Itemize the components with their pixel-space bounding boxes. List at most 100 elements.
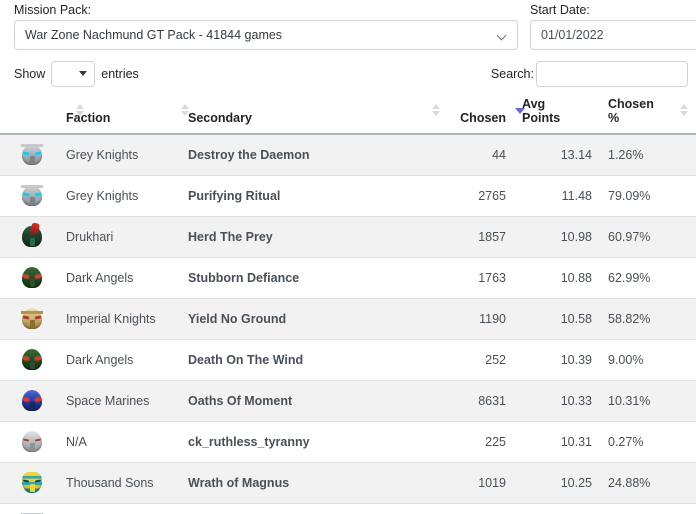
column-header-chosen-pct-label-line2: % xyxy=(608,111,620,125)
column-header-secondary-label: Secondary xyxy=(188,111,252,125)
faction-icon-cell xyxy=(0,503,58,514)
faction-helmet-icon xyxy=(20,430,44,454)
secondaries-table-scroll[interactable]: Faction Secondary Chosen xyxy=(0,92,696,514)
avg-points-cell: 10.33 xyxy=(514,380,600,422)
mission-pack-selected-value: War Zone Nachmund GT Pack - 41844 games xyxy=(25,28,283,42)
table-row[interactable]: Dark Angels Death On The Wind 252 10.39 9.00… xyxy=(0,339,696,381)
secondary-name-cell: ck_ruthless_tyranny xyxy=(180,421,418,463)
faction-name-cell: Dark Angels xyxy=(58,257,180,299)
column-header-faction[interactable]: Faction xyxy=(58,92,180,135)
chosen-count-cell: 1763 xyxy=(418,257,514,299)
faction-icon-cell xyxy=(0,257,58,299)
sort-both-icon xyxy=(680,104,688,117)
avg-points-cell: 10.31 xyxy=(514,421,600,463)
chosen-percent-cell: 79.09% xyxy=(600,175,696,217)
column-header-chosen-pct-label-line1: Chosen xyxy=(608,97,654,111)
chosen-count-cell: 1857 xyxy=(418,216,514,258)
chosen-count-cell: 1190 xyxy=(418,298,514,340)
faction-helmet-icon xyxy=(20,471,44,495)
avg-points-cell: 10.88 xyxy=(514,257,600,299)
mission-pack-select[interactable]: War Zone Nachmund GT Pack - 41844 games xyxy=(14,20,518,50)
show-entries-suffix-label: entries xyxy=(101,67,139,81)
table-row[interactable]: N/A ck_ruthless_tyranny 225 10.31 0.27% xyxy=(0,421,696,463)
faction-icon-cell xyxy=(0,134,58,176)
chosen-percent-cell: 60.97% xyxy=(600,216,696,258)
secondary-name-cell: Destroy the Daemon xyxy=(180,134,418,176)
chosen-count-cell: 44 xyxy=(418,134,514,176)
faction-name-cell: Imperial Knights xyxy=(58,298,180,340)
chosen-count-cell: 225 xyxy=(418,421,514,463)
chosen-percent-cell: 1.26% xyxy=(600,134,696,176)
column-header-icon xyxy=(0,92,58,135)
avg-points-cell: 10.25 xyxy=(514,462,600,504)
faction-helmet-icon xyxy=(20,221,44,249)
faction-icon-cell xyxy=(0,339,58,381)
column-header-avg-points-label-line1: Avg xyxy=(522,97,546,111)
entries-per-page-select[interactable] xyxy=(51,61,96,87)
faction-helmet-icon xyxy=(20,143,44,167)
secondary-name-cell: Death On The Wind xyxy=(180,339,418,381)
secondary-name-cell: Purifying Ritual xyxy=(180,175,418,217)
column-header-secondary[interactable]: Secondary xyxy=(180,92,418,135)
column-header-chosen-label: Chosen xyxy=(460,111,506,125)
secondary-name-cell: Herd The Prey xyxy=(180,216,418,258)
table-row[interactable]: Imperial Knights Yield No Ground 1190 10.58… xyxy=(0,298,696,340)
chosen-count-cell xyxy=(418,503,514,514)
table-body: Grey Knights Destroy the Daemon 44 13.14 1.2… xyxy=(0,134,696,514)
faction-name-cell: N/A xyxy=(58,421,180,463)
faction-icon-cell xyxy=(0,175,58,217)
search-input[interactable] xyxy=(536,61,688,87)
show-entries-prefix-label: Show xyxy=(14,67,46,81)
table-row[interactable]: Drukhari Herd The Prey 1857 10.98 60.97% xyxy=(0,216,696,258)
column-header-avg-points[interactable]: Avg Points xyxy=(514,92,600,135)
start-date-input[interactable] xyxy=(530,20,696,50)
column-header-avg-points-label-line2: Points xyxy=(522,111,561,125)
table-header: Faction Secondary Chosen xyxy=(0,92,696,135)
table-row[interactable] xyxy=(0,503,696,514)
faction-helmet-icon xyxy=(20,184,44,208)
faction-helmet-icon xyxy=(20,307,44,331)
table-row[interactable]: Space Marines Oaths Of Moment 8631 10.33 10.… xyxy=(0,380,696,422)
column-header-chosen[interactable]: Chosen xyxy=(418,92,514,135)
faction-helmet-icon xyxy=(20,266,44,290)
faction-icon-cell xyxy=(0,462,58,504)
table-header-row: Faction Secondary Chosen xyxy=(0,92,696,135)
avg-points-cell: 10.98 xyxy=(514,216,600,258)
chevron-down-icon xyxy=(498,32,507,41)
start-date-field-group: Start Date: xyxy=(530,2,696,50)
table-row[interactable]: Thousand Sons Wrath of Magnus 1019 10.25 24.… xyxy=(0,462,696,504)
chosen-count-cell: 252 xyxy=(418,339,514,381)
table-row[interactable]: Dark Angels Stubborn Defiance 1763 10.88 62.… xyxy=(0,257,696,299)
table-row[interactable]: Grey Knights Destroy the Daemon 44 13.14 1.2… xyxy=(0,134,696,176)
secondary-name-cell xyxy=(180,503,418,514)
filters-bar: Mission Pack: War Zone Nachmund GT Pack … xyxy=(0,0,696,54)
mission-pack-field-group: Mission Pack: War Zone Nachmund GT Pack … xyxy=(14,2,518,50)
sort-both-icon xyxy=(432,104,440,117)
table-tools-bar: Show entries Search: xyxy=(0,58,696,92)
avg-points-cell: 10.58 xyxy=(514,298,600,340)
table-row[interactable]: Grey Knights Purifying Ritual 2765 11.48 79.… xyxy=(0,175,696,217)
faction-name-cell: Thousand Sons xyxy=(58,462,180,504)
column-header-faction-label: Faction xyxy=(66,111,111,125)
chosen-percent-cell: 10.31% xyxy=(600,380,696,422)
start-date-label: Start Date: xyxy=(530,3,590,17)
avg-points-cell: 10.39 xyxy=(514,339,600,381)
secondary-name-cell: Stubborn Defiance xyxy=(180,257,418,299)
faction-helmet-icon xyxy=(20,348,44,372)
secondaries-table: Faction Secondary Chosen xyxy=(0,92,696,514)
avg-points-cell xyxy=(514,503,600,514)
secondary-name-cell: Oaths Of Moment xyxy=(180,380,418,422)
avg-points-cell: 13.14 xyxy=(514,134,600,176)
search-group: Search: xyxy=(491,61,688,87)
chosen-percent-cell: 0.27% xyxy=(600,421,696,463)
faction-name-cell: Drukhari xyxy=(58,216,180,258)
chosen-percent-cell: 62.99% xyxy=(600,257,696,299)
chosen-percent-cell xyxy=(600,503,696,514)
faction-helmet-icon xyxy=(20,389,44,413)
faction-helmet-icon xyxy=(20,512,44,514)
sort-both-icon xyxy=(181,104,189,117)
avg-points-cell: 11.48 xyxy=(514,175,600,217)
faction-icon-cell xyxy=(0,298,58,340)
column-header-chosen-pct[interactable]: Chosen % xyxy=(600,92,696,135)
caret-down-icon xyxy=(79,71,88,76)
